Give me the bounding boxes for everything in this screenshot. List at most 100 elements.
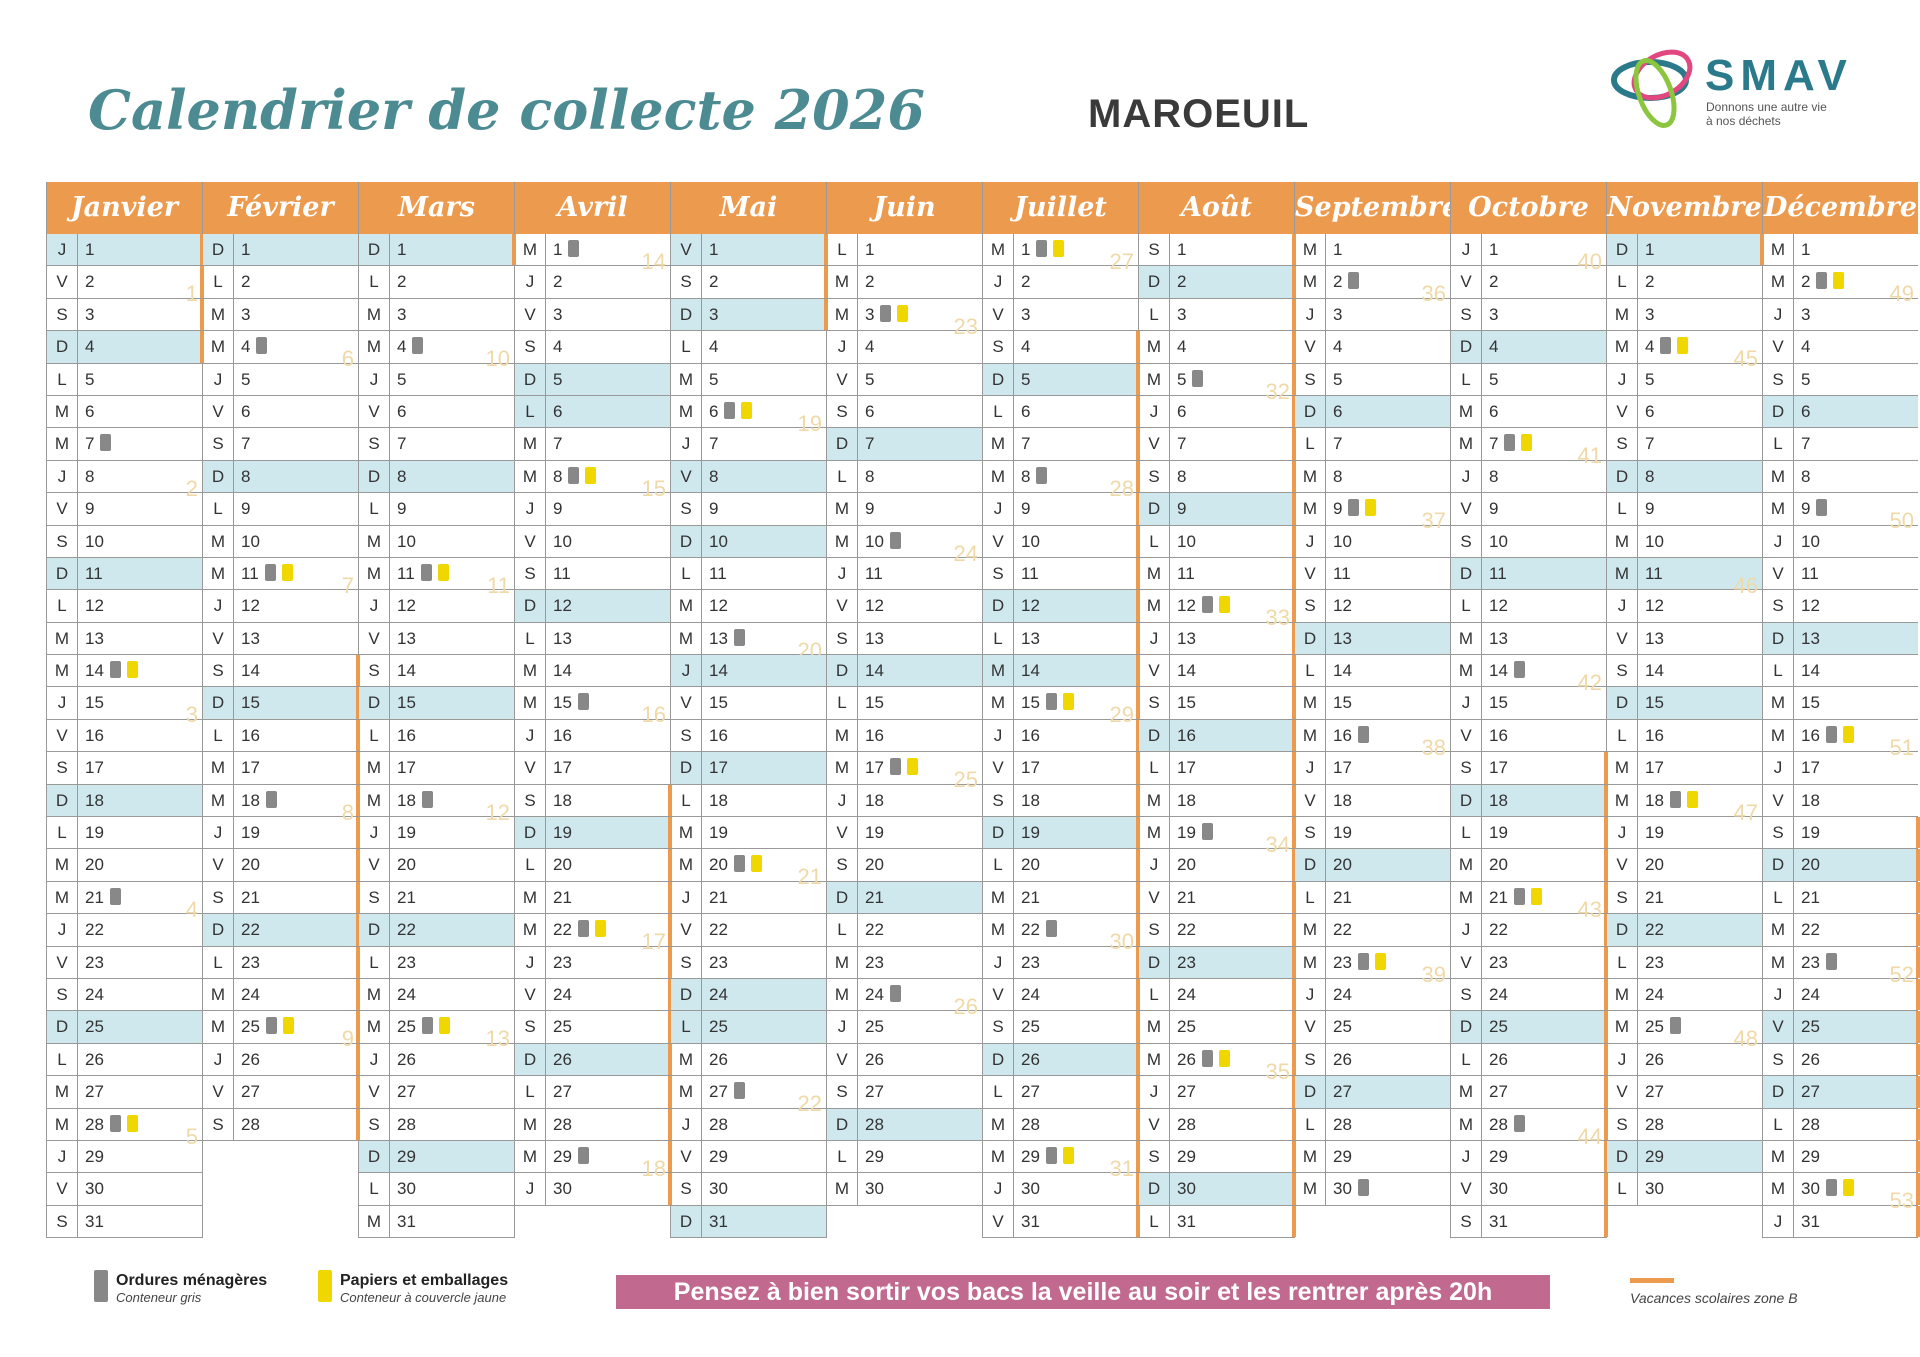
- weekday-letter: V: [1295, 331, 1326, 363]
- day-number: 12: [709, 596, 728, 616]
- day-row: L 28: [1295, 1108, 1450, 1141]
- legend-yellow-sub: Conteneur à couvercle jaune: [340, 1290, 507, 1305]
- week-number: 47: [1733, 799, 1758, 825]
- day-row: M 25 13: [359, 1011, 514, 1051]
- weekday-letter: S: [47, 1205, 78, 1238]
- weekday-letter: V: [1607, 1076, 1638, 1108]
- week-number: 3: [185, 702, 198, 728]
- day-number: 20: [1333, 855, 1352, 875]
- gray-bin-icon: [256, 337, 268, 355]
- day-number: 14: [1177, 661, 1196, 681]
- weekday-letter: L: [1139, 525, 1170, 557]
- weekday-letter: D: [671, 752, 702, 784]
- day-row: S 27: [827, 1076, 982, 1109]
- weekday-letter: M: [827, 752, 858, 784]
- day-number: 18: [865, 790, 884, 810]
- weekday-letter: J: [1295, 298, 1326, 331]
- day-row: M 9 37: [1295, 493, 1450, 533]
- day-row: L 19: [1451, 817, 1608, 850]
- week-number: 36: [1421, 281, 1446, 307]
- weekday-letter: L: [983, 622, 1014, 655]
- weekday-letter: J: [1295, 752, 1326, 784]
- day-row: S 31: [47, 1205, 202, 1239]
- weekday-letter: L: [1295, 1108, 1326, 1140]
- day-row: J 12: [1607, 590, 1762, 623]
- day-number: 13: [865, 628, 884, 648]
- weekday-letter: J: [515, 266, 546, 298]
- day-row: J 21: [671, 881, 826, 915]
- weekday-letter: V: [1139, 428, 1170, 460]
- day-number: 14: [1489, 661, 1508, 681]
- week-number: 26: [953, 993, 978, 1019]
- day-row: M 25 9: [203, 1011, 360, 1051]
- day-number: 7: [865, 434, 875, 454]
- day-row: J 24: [1763, 978, 1920, 1012]
- day-number: 22: [553, 920, 572, 940]
- day-number: 16: [1489, 725, 1508, 745]
- day-number: 11: [1489, 563, 1507, 583]
- smav-logo: SMAV Donnons une autre vie à nos déchets: [1610, 45, 1910, 135]
- day-number: 10: [1489, 531, 1508, 551]
- day-row: V 30: [1451, 1173, 1608, 1206]
- weekday-letter: J: [47, 460, 78, 493]
- gray-bin-icon: [1825, 952, 1837, 970]
- day-number: 26: [1645, 1049, 1664, 1069]
- day-number: 14: [1801, 661, 1820, 681]
- day-row: S 25: [515, 1011, 672, 1044]
- logo-rings-icon: [1611, 49, 1693, 128]
- weekday-letter: M: [1295, 946, 1326, 978]
- day-row: V 15: [671, 687, 826, 720]
- day-number: 1: [1489, 240, 1499, 259]
- day-number: 2: [85, 272, 95, 292]
- day-row: L 16: [1607, 719, 1762, 753]
- gray-bin-icon: [568, 240, 580, 258]
- day-row: V 10: [983, 525, 1140, 558]
- weekday-letter: S: [671, 493, 702, 525]
- weekday-letter: M: [827, 1173, 858, 1205]
- logo-tagline: Donnons une autre vie: [1706, 100, 1827, 114]
- weekday-letter: D: [1451, 784, 1482, 817]
- day-number: 26: [1801, 1049, 1820, 1069]
- weekday-letter: M: [1295, 1140, 1326, 1173]
- day-number: 15: [865, 693, 884, 713]
- day-number: 29: [1489, 1146, 1508, 1166]
- weekday-letter: D: [671, 978, 702, 1011]
- day-number: 5: [397, 369, 407, 389]
- weekday-letter: V: [1295, 1011, 1326, 1043]
- day-number: 26: [1333, 1049, 1352, 1069]
- day-number: 19: [85, 823, 104, 843]
- day-row: S 12: [1763, 590, 1918, 623]
- day-number: 20: [1021, 855, 1040, 875]
- day-row: M 13: [1451, 622, 1606, 656]
- day-number: 3: [1489, 304, 1499, 324]
- gray-bin-icon: [1036, 466, 1048, 484]
- weekday-letter: M: [1139, 1043, 1170, 1076]
- day-number: 17: [1489, 758, 1508, 778]
- day-row: J 16: [515, 719, 670, 753]
- day-row: M 22: [1763, 914, 1920, 947]
- weekday-letter: J: [1763, 525, 1794, 557]
- day-row: V 27: [359, 1076, 514, 1109]
- weekday-letter: D: [47, 784, 78, 817]
- day-number: 10: [1801, 531, 1820, 551]
- weekday-letter: M: [359, 1205, 390, 1238]
- gray-bin-icon: [880, 304, 892, 322]
- weekday-letter: J: [983, 1173, 1014, 1205]
- day-row: M 24: [203, 978, 360, 1012]
- weekday-letter: M: [1607, 784, 1638, 817]
- weekday-letter: M: [1139, 557, 1170, 590]
- weekday-letter: D: [515, 1043, 546, 1076]
- weekday-letter: J: [983, 719, 1014, 752]
- day-number: 7: [1177, 434, 1187, 454]
- weekday-letter: M: [203, 557, 234, 590]
- weekday-letter: D: [1139, 946, 1170, 978]
- day-number: 9: [1021, 499, 1031, 519]
- day-number: 19: [1489, 823, 1508, 843]
- weekday-letter: V: [827, 363, 858, 395]
- day-row: V 11: [1295, 557, 1450, 591]
